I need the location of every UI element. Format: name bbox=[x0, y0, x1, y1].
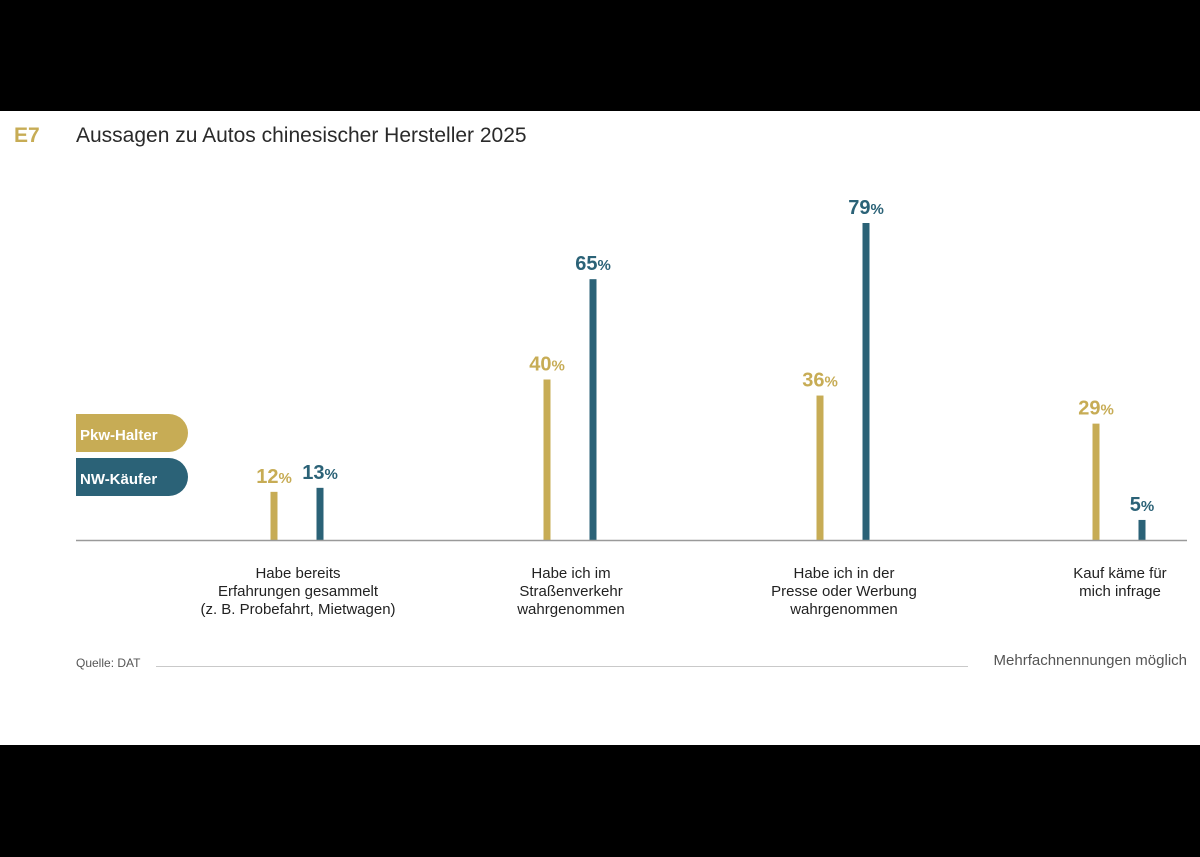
chart-title: Aussagen zu Autos chinesischer Herstelle… bbox=[76, 124, 527, 147]
value-label-nw-kaeufer-2: 65% bbox=[575, 253, 611, 275]
bar-nw-kaeufer-1 bbox=[316, 487, 324, 540]
category-label-2: Habe ich im Straßenverkehr wahrgenommen bbox=[517, 565, 625, 618]
source-note: Quelle: DAT bbox=[76, 656, 141, 670]
legend-nw-kaeufer: NW-Käufer bbox=[76, 458, 188, 496]
bar-pkw-halter-2 bbox=[543, 379, 551, 540]
bar-nw-kaeufer-3 bbox=[862, 223, 870, 540]
footer-divider bbox=[156, 666, 968, 667]
value-label-pkw-halter-4: 29% bbox=[1078, 398, 1114, 420]
bar-pkw-halter-3 bbox=[816, 395, 824, 540]
value-label-pkw-halter-2: 40% bbox=[529, 353, 565, 375]
chart-code: E7 bbox=[14, 124, 40, 147]
category-label-3: Habe ich in der Presse oder Werbung wahrge… bbox=[771, 565, 917, 618]
bar-nw-kaeufer-2 bbox=[589, 279, 597, 540]
category-label-1: Habe bereits Erfahrungen gesammelt (z. B. … bbox=[200, 565, 396, 618]
value-label-nw-kaeufer-4: 5% bbox=[1130, 494, 1154, 516]
value-label-pkw-halter-1: 12% bbox=[256, 466, 292, 488]
multiple-answers-note: Mehrfachnennungen möglich bbox=[993, 652, 1187, 669]
bar-pkw-halter-1 bbox=[270, 491, 278, 540]
bar-nw-kaeufer-4 bbox=[1138, 519, 1146, 540]
value-label-nw-kaeufer-3: 79% bbox=[848, 197, 884, 219]
value-label-pkw-halter-3: 36% bbox=[802, 370, 838, 392]
bar-pkw-halter-4 bbox=[1092, 423, 1100, 540]
chart-panel bbox=[0, 111, 1200, 745]
legend-pkw-halter: Pkw-Halter bbox=[76, 414, 188, 452]
category-label-4: Kauf käme für mich infrage bbox=[1073, 565, 1167, 600]
value-label-nw-kaeufer-1: 13% bbox=[302, 462, 338, 484]
